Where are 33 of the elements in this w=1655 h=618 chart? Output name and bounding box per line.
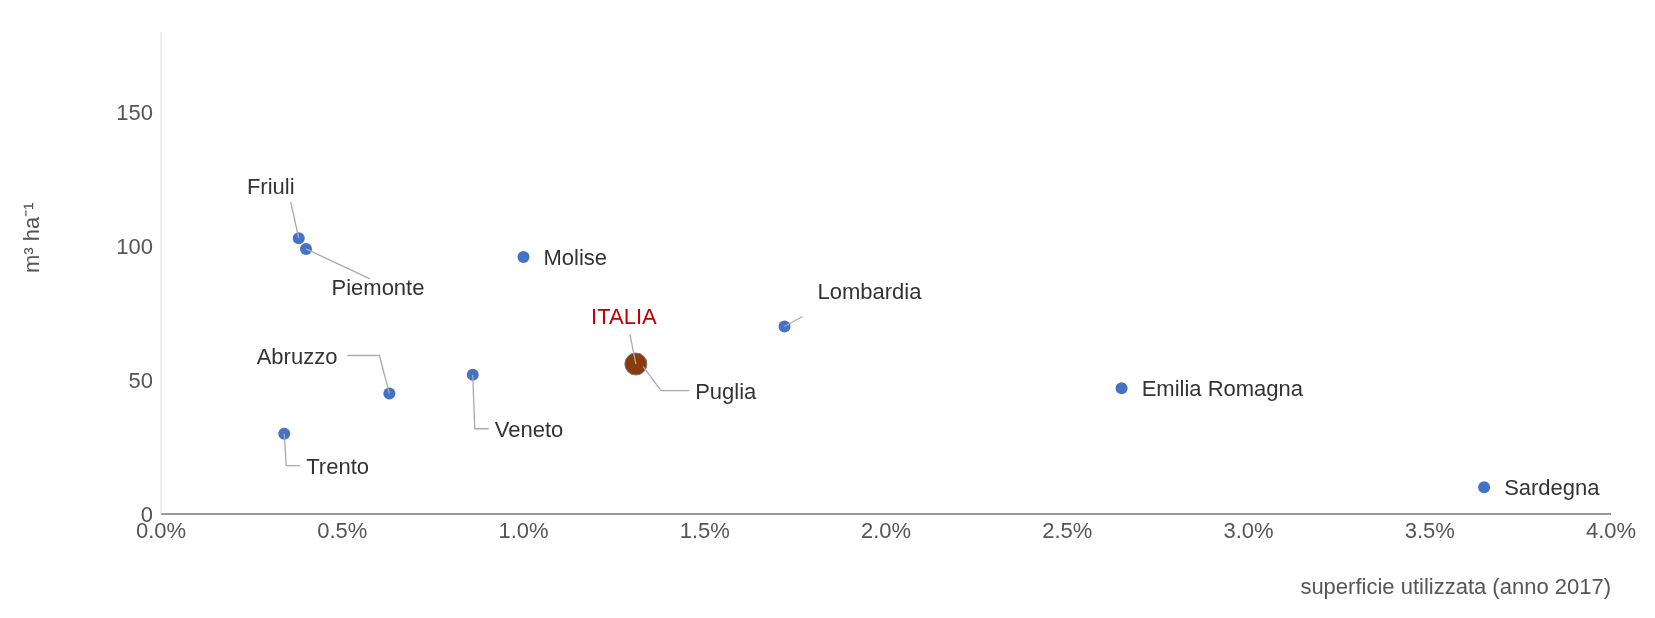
- y-tick-label: 150: [116, 100, 153, 126]
- annotation: Friuli: [246, 174, 295, 200]
- x-tick-label: 3.5%: [1404, 517, 1455, 543]
- annotation: Lombardia: [817, 278, 923, 304]
- x-tick-label: 2.5%: [1042, 517, 1093, 543]
- x-tick-label: 4.0%: [1585, 517, 1637, 543]
- annotation: Sardegna: [1504, 475, 1601, 501]
- point: [1115, 382, 1128, 395]
- annotation: Piemonte: [331, 274, 425, 300]
- y-axis-title: m³ ha⁻¹: [18, 202, 44, 273]
- point: [292, 232, 305, 245]
- x-axis-title: superficie utilizzata (anno 2017): [1300, 574, 1611, 599]
- annotation: Emilia Romagna: [1141, 376, 1304, 402]
- y-tick-label: 50: [128, 367, 153, 393]
- series-label: ITALIA: [591, 304, 657, 330]
- point: [778, 320, 791, 333]
- point: [517, 250, 530, 263]
- annotation: Puglia: [695, 378, 758, 404]
- annotation: Molise: [543, 244, 608, 270]
- x-tick-label: 3.0%: [1223, 517, 1274, 543]
- y-tick-label: 100: [116, 234, 153, 260]
- x-tick-label: 1.5%: [679, 517, 730, 543]
- x-tick-label: 1.0%: [498, 517, 549, 543]
- annotation: Veneto: [494, 416, 564, 442]
- point: [1478, 481, 1491, 494]
- point: [278, 427, 291, 440]
- x-tick-label: 2.0%: [860, 517, 912, 543]
- point: [466, 368, 479, 381]
- point: [300, 242, 312, 255]
- annotation: Abruzzo: [256, 343, 338, 369]
- point: [624, 352, 648, 376]
- x-tick-label: 0.5%: [317, 517, 368, 543]
- annotation: Trento: [306, 453, 370, 479]
